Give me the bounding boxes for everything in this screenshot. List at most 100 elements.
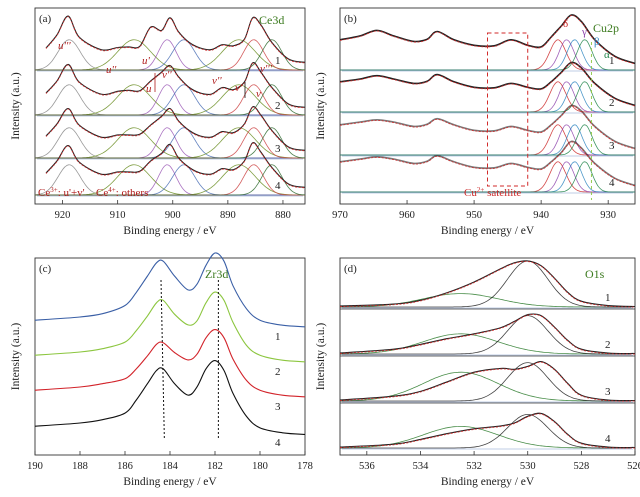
x-tick-label: 950	[466, 210, 482, 221]
x-tick-label: 182	[207, 461, 223, 472]
ce-oxidation-note-part: 3+	[50, 186, 58, 194]
series-line	[339, 313, 636, 355]
peak-annotation: v	[256, 88, 261, 100]
ce-oxidation-note-part: : others	[116, 187, 149, 199]
component-annotation: δ	[563, 18, 568, 30]
ce-oxidation-note: Ce4+: others	[96, 186, 148, 199]
ce-oxidation-note-part: 4+	[108, 186, 116, 194]
fit-component-curve	[339, 333, 632, 355]
series-label: 3	[605, 386, 611, 398]
fit-envelope-line	[45, 106, 306, 152]
plot-frame	[34, 7, 306, 205]
x-tick-label: 536	[359, 461, 375, 472]
x-axis-title: Binding energy / eV	[441, 225, 535, 237]
fit-component-curve	[34, 84, 306, 116]
peak-annotation: u'''	[58, 40, 71, 52]
x-tick-label: 530	[520, 461, 536, 472]
series-line	[34, 360, 306, 435]
series-line	[34, 291, 306, 363]
x-tick-label: 960	[399, 210, 415, 221]
series-label: 3	[275, 401, 281, 413]
x-tick-label: 186	[117, 461, 133, 472]
series-label: 4	[605, 433, 611, 445]
x-tick-label: 188	[72, 461, 88, 472]
series-label: 4	[609, 177, 615, 189]
x-axis-title: Binding energy / eV	[123, 225, 217, 237]
fit-envelope-line	[45, 16, 306, 64]
series-label: 1	[609, 55, 615, 67]
series-line	[339, 412, 636, 449]
x-tick-label: 526	[627, 461, 640, 472]
fit-component-curve	[339, 260, 632, 308]
panel-c: 190 188 186 184 182 180 178 Binding energy / eV…	[10, 252, 313, 488]
fit-component-curve	[339, 315, 632, 355]
fit-envelope-line	[339, 413, 636, 449]
series-label: 1	[275, 55, 281, 67]
panel-b: 970 960 950 940 930 Binding energy / eV Intens…	[315, 7, 636, 237]
peak-annotation: v'	[235, 82, 243, 94]
peak-guide-line	[160, 279, 165, 441]
ce-oxidation-note-part: Ce	[38, 187, 50, 199]
fit-envelope-line	[45, 62, 306, 109]
fit-component-curve	[340, 39, 635, 71]
fit-envelope-line	[339, 361, 636, 402]
series-line	[34, 329, 306, 398]
series-label: 2	[605, 339, 611, 351]
fit-component-curve	[34, 84, 305, 116]
panel-label: (c)	[39, 263, 52, 275]
x-tick-label: 180	[252, 461, 268, 472]
series-label: 1	[275, 331, 281, 343]
x-tick-label: 178	[297, 461, 313, 472]
x-tick-label: 920	[55, 210, 71, 221]
component-annotation: α	[604, 49, 610, 61]
series-label: 2	[275, 366, 281, 378]
fit-envelope-line	[339, 62, 636, 107]
panel-d: 536 534 532 530 528 526 Binding energy / eV Int…	[315, 257, 640, 488]
fit-component-curve	[339, 161, 635, 193]
x-tick-label: 880	[275, 210, 291, 221]
component-annotation: β	[594, 36, 600, 48]
x-axis-title: Binding energy / eV	[441, 476, 535, 488]
peak-annotation: v''	[212, 75, 222, 87]
x-tick-label: 930	[600, 210, 616, 221]
fit-envelope-line	[45, 142, 306, 189]
panel-label: (a)	[39, 13, 52, 25]
series-label: 4	[275, 180, 281, 192]
peak-annotation: u''	[106, 64, 117, 76]
panel-label: (d)	[344, 263, 357, 275]
x-tick-label: 190	[27, 461, 43, 472]
y-axis-title: Intensity (a.u.)	[10, 72, 22, 140]
fit-component-curve	[340, 362, 632, 402]
series-label: 4	[275, 437, 281, 449]
spectrum-title: O1s	[585, 267, 605, 281]
fit-envelope-line	[339, 314, 636, 355]
fit-component-curve	[34, 127, 306, 159]
series-label: 2	[609, 97, 615, 109]
x-tick-label: 910	[110, 210, 126, 221]
panel-label: (b)	[344, 13, 357, 25]
plot-frame	[339, 7, 636, 205]
x-tick-label: 940	[533, 210, 549, 221]
x-tick-label: 532	[466, 461, 482, 472]
x-tick-label: 900	[165, 210, 181, 221]
satellite-label-part: satellite	[484, 187, 521, 199]
fit-component-curve	[340, 124, 635, 156]
series-label: 3	[609, 140, 615, 152]
y-axis-title: Intensity (a.u.)	[10, 323, 22, 391]
fit-component-curve	[34, 127, 305, 159]
fit-envelope-line	[339, 260, 636, 308]
component-annotation: γ	[581, 26, 587, 38]
series-line	[339, 260, 636, 308]
series-label: 1	[605, 292, 611, 304]
fit-component-curve	[340, 81, 635, 113]
fit-envelope-line	[339, 15, 636, 65]
series-line	[339, 361, 636, 402]
peak-annotation: u	[146, 83, 152, 95]
satellite-label-part: 2+	[477, 186, 485, 194]
spectrum-title: Ce3d	[259, 13, 284, 27]
panel-a: 920 910 900 890 880 Binding energy / eV Intens…	[10, 7, 306, 237]
spectrum-title: Cu2p	[593, 21, 619, 35]
series-line	[339, 104, 636, 150]
series-label: 3	[275, 143, 281, 155]
